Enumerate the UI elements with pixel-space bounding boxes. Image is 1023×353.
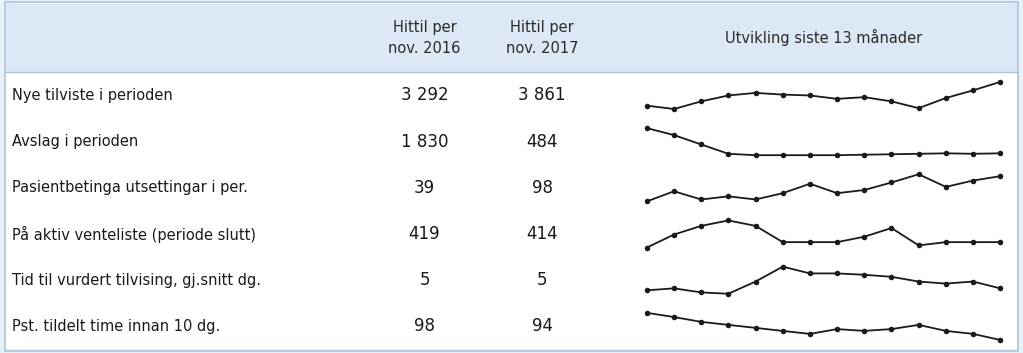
FancyBboxPatch shape: [5, 165, 1018, 211]
FancyBboxPatch shape: [5, 257, 1018, 303]
Text: Nye tilviste i perioden: Nye tilviste i perioden: [12, 88, 173, 103]
Text: 419: 419: [409, 225, 440, 243]
Text: Pasientbetinga utsettingar i per.: Pasientbetinga utsettingar i per.: [12, 180, 249, 195]
Text: 98: 98: [414, 317, 435, 335]
FancyBboxPatch shape: [5, 119, 1018, 165]
Text: Avslag i perioden: Avslag i perioden: [12, 134, 138, 149]
Text: 5: 5: [419, 271, 430, 289]
Text: 484: 484: [527, 133, 558, 151]
FancyBboxPatch shape: [5, 4, 1018, 72]
Text: 414: 414: [527, 225, 558, 243]
Text: 3 292: 3 292: [401, 86, 448, 104]
Text: Hittil per
nov. 2016: Hittil per nov. 2016: [389, 20, 460, 56]
Text: Tid til vurdert tilvising, gj.snitt dg.: Tid til vurdert tilvising, gj.snitt dg.: [12, 273, 261, 288]
FancyBboxPatch shape: [5, 303, 1018, 349]
FancyBboxPatch shape: [5, 211, 1018, 257]
Text: 3 861: 3 861: [519, 86, 566, 104]
Text: Pst. tildelt time innan 10 dg.: Pst. tildelt time innan 10 dg.: [12, 319, 221, 334]
Text: Utvikling siste 13 månader: Utvikling siste 13 månader: [725, 29, 922, 47]
Text: 5: 5: [537, 271, 547, 289]
Text: Hittil per
nov. 2017: Hittil per nov. 2017: [506, 20, 578, 56]
Text: 39: 39: [414, 179, 435, 197]
Text: 94: 94: [532, 317, 552, 335]
Text: På aktiv venteliste (periode slutt): På aktiv venteliste (periode slutt): [12, 226, 257, 243]
Text: 1 830: 1 830: [401, 133, 448, 151]
FancyBboxPatch shape: [5, 72, 1018, 119]
Text: 98: 98: [532, 179, 552, 197]
